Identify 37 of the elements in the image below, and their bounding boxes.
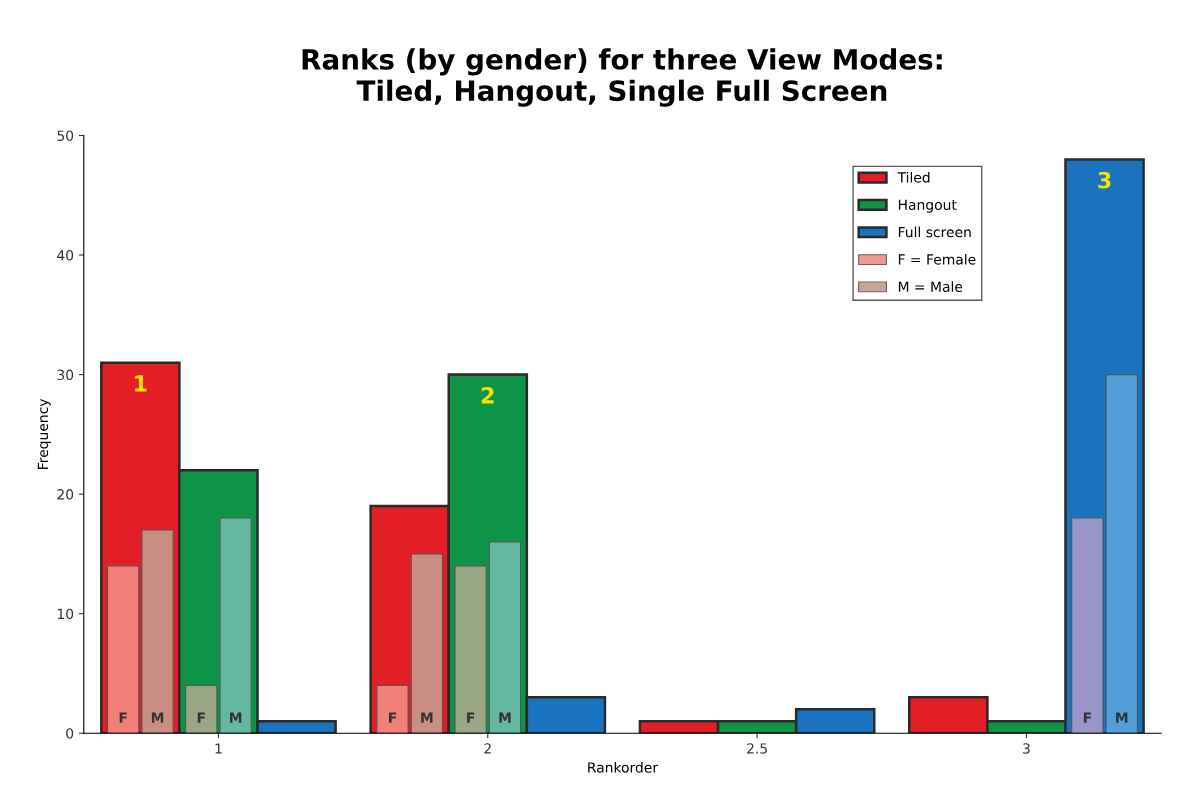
bar bbox=[141, 529, 174, 734]
data-label: F bbox=[119, 712, 127, 723]
bar bbox=[376, 684, 409, 734]
y-tick-label: 10 bbox=[57, 608, 74, 620]
data-label: F bbox=[467, 712, 475, 723]
data-label: M bbox=[230, 712, 242, 723]
data-label: M bbox=[151, 712, 164, 723]
data-label: M bbox=[499, 712, 511, 723]
y-tick-label: 30 bbox=[57, 369, 74, 381]
legend-label: Full screen bbox=[898, 226, 971, 238]
annotation: 2 bbox=[481, 386, 494, 404]
x-axis-title: Rankorder bbox=[588, 761, 659, 773]
bar bbox=[454, 565, 487, 734]
data-label: M bbox=[421, 712, 433, 723]
y-tick-label: 50 bbox=[57, 130, 74, 141]
y-tick-label: 20 bbox=[57, 489, 74, 500]
data-label: F bbox=[389, 712, 397, 723]
chart-title: Ranks (by gender) for three View Modes: Tiled, Hangout, Single Full Screen bbox=[302, 48, 942, 107]
y-tick-label: 40 bbox=[57, 250, 74, 261]
data-label: M bbox=[1116, 712, 1128, 723]
x-tick-label: 1 bbox=[215, 743, 222, 754]
legend-label: Hangout bbox=[898, 199, 957, 213]
annotation: 1 bbox=[135, 375, 147, 392]
data-label: F bbox=[1083, 712, 1091, 723]
bar bbox=[488, 541, 522, 734]
y-tick-label: 0 bbox=[66, 728, 74, 739]
bar bbox=[410, 553, 444, 734]
legend-label: F = Female bbox=[898, 253, 976, 265]
bar bbox=[106, 565, 140, 734]
x-tick-label: 2.5 bbox=[747, 743, 767, 754]
x-tick-label: 3 bbox=[1023, 743, 1030, 754]
data-label: F bbox=[197, 712, 205, 723]
legend-label: M = Male bbox=[898, 281, 963, 292]
x-tick-label: 2 bbox=[484, 743, 491, 754]
y-axis-title: Frequency bbox=[37, 398, 51, 469]
annotation: 3 bbox=[1098, 171, 1111, 189]
legend-label: Tiled bbox=[897, 171, 930, 183]
